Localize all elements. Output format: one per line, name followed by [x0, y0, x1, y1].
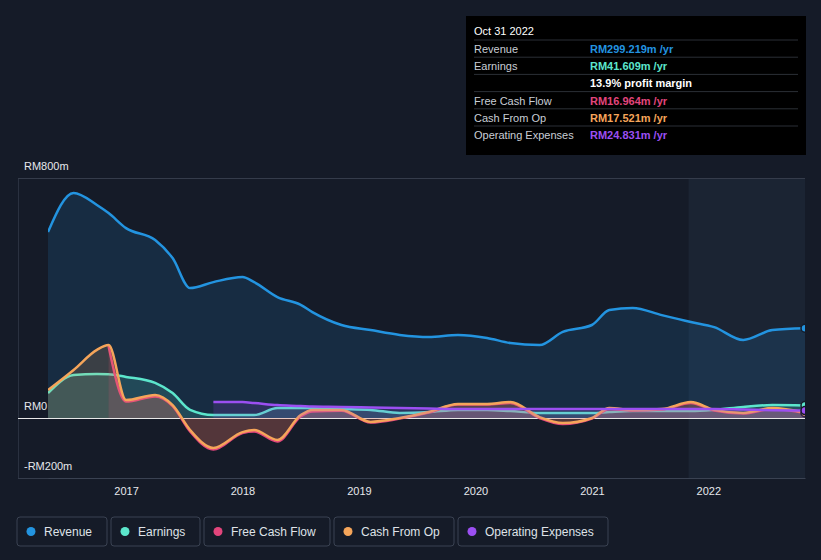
y-axis-line	[19, 179, 806, 479]
legend-swatch	[27, 527, 36, 536]
x-tick: 2019	[347, 478, 371, 497]
grid-line	[18, 478, 805, 479]
y-tick: -RM200m	[18, 460, 805, 478]
legend-label[interactable]: Operating Expenses	[485, 525, 594, 539]
series-line	[48, 193, 805, 345]
legend-button[interactable]	[204, 517, 330, 546]
y-tick-label: RM800m	[24, 160, 69, 172]
annotation-separator	[474, 91, 798, 92]
x-tick-label: 2017	[114, 485, 138, 497]
x-tick-label: 2019	[347, 485, 371, 497]
x-tick-label: 2020	[464, 485, 488, 497]
legend-item[interactable]: Earnings	[111, 517, 200, 546]
x-tick-label: 2021	[580, 485, 604, 497]
y-tick: RM800m	[18, 160, 805, 178]
legend-item[interactable]: Revenue	[17, 517, 107, 546]
annotation-label: Free Cash Flow	[474, 95, 552, 107]
legend-item[interactable]: Free Cash Flow	[204, 517, 330, 546]
grid-line	[18, 418, 805, 419]
chart: -RM200m RM0 RM800m 2017 2018 2019 2020 2021 2022…	[0, 0, 821, 560]
annotation-value: RM16.964m /yr	[590, 95, 668, 107]
legend-button[interactable]	[334, 517, 454, 546]
end-point	[801, 407, 805, 415]
series-area	[213, 402, 805, 418]
annotation-box	[466, 16, 806, 155]
annotation: Oct 31 2022 Revenue RM299.219m /yr Earnings…	[466, 16, 806, 155]
x-tick: 2017	[114, 478, 138, 497]
y-axis: -RM200m RM0 RM800m	[18, 160, 805, 478]
series-area	[48, 345, 805, 448]
annotation-label: Cash From Op	[474, 112, 546, 124]
annotation-note: 13.9% profit margin	[590, 77, 692, 89]
annotation-separator	[474, 108, 798, 109]
series-line	[48, 345, 805, 448]
annotation-separator	[474, 57, 798, 58]
annotation-separator	[474, 40, 798, 41]
legend-item[interactable]: Operating Expenses	[458, 517, 608, 546]
x-tick-label: 2018	[231, 485, 255, 497]
x-tick: 2020	[464, 478, 488, 497]
legend-label[interactable]: Free Cash Flow	[231, 525, 316, 539]
legend-label[interactable]: Revenue	[44, 525, 92, 539]
annotation-label: Revenue	[474, 43, 518, 55]
annotation-value: RM17.521m /yr	[590, 112, 668, 124]
legend-item[interactable]: Cash From Op	[334, 517, 454, 546]
annotation-title: Oct 31 2022	[474, 25, 534, 37]
legend-button[interactable]	[111, 517, 200, 546]
grid-line	[18, 178, 805, 179]
x-tick: 2018	[231, 478, 255, 497]
legend-label[interactable]: Earnings	[138, 525, 185, 539]
legend-swatch	[214, 527, 223, 536]
series-area	[48, 193, 805, 418]
background	[0, 0, 821, 560]
annotation-label: Earnings	[474, 60, 518, 72]
annotation-separator	[474, 74, 798, 75]
legend-swatch	[468, 527, 477, 536]
x-axis: 2017 2018 2019 2020 2021 2022	[49, 478, 806, 497]
series-line	[213, 402, 805, 410]
x-tick-label: 2022	[697, 485, 721, 497]
annotation-value: RM24.831m /yr	[590, 129, 668, 141]
x-tick: 2021	[580, 478, 604, 497]
x-tick: 2022	[697, 478, 721, 497]
y-tick-label: -RM200m	[24, 460, 72, 472]
legend-button[interactable]	[458, 517, 608, 546]
annotation-value: RM299.219m /yr	[590, 43, 674, 55]
end-point	[801, 324, 805, 332]
y-tick-label: RM0	[24, 400, 47, 412]
legend: Revenue Earnings Free Cash Flow Cash From O…	[17, 517, 608, 546]
legend-label[interactable]: Cash From Op	[361, 525, 440, 539]
legend-swatch	[121, 527, 130, 536]
annotation-value: RM41.609m /yr	[590, 60, 668, 72]
legend-swatch	[344, 527, 353, 536]
annotation-label: Operating Expenses	[474, 129, 574, 141]
x-axis-line	[49, 478, 806, 479]
plot-marks	[48, 193, 805, 450]
annotation-separator	[474, 126, 798, 127]
legend-button[interactable]	[17, 517, 107, 546]
